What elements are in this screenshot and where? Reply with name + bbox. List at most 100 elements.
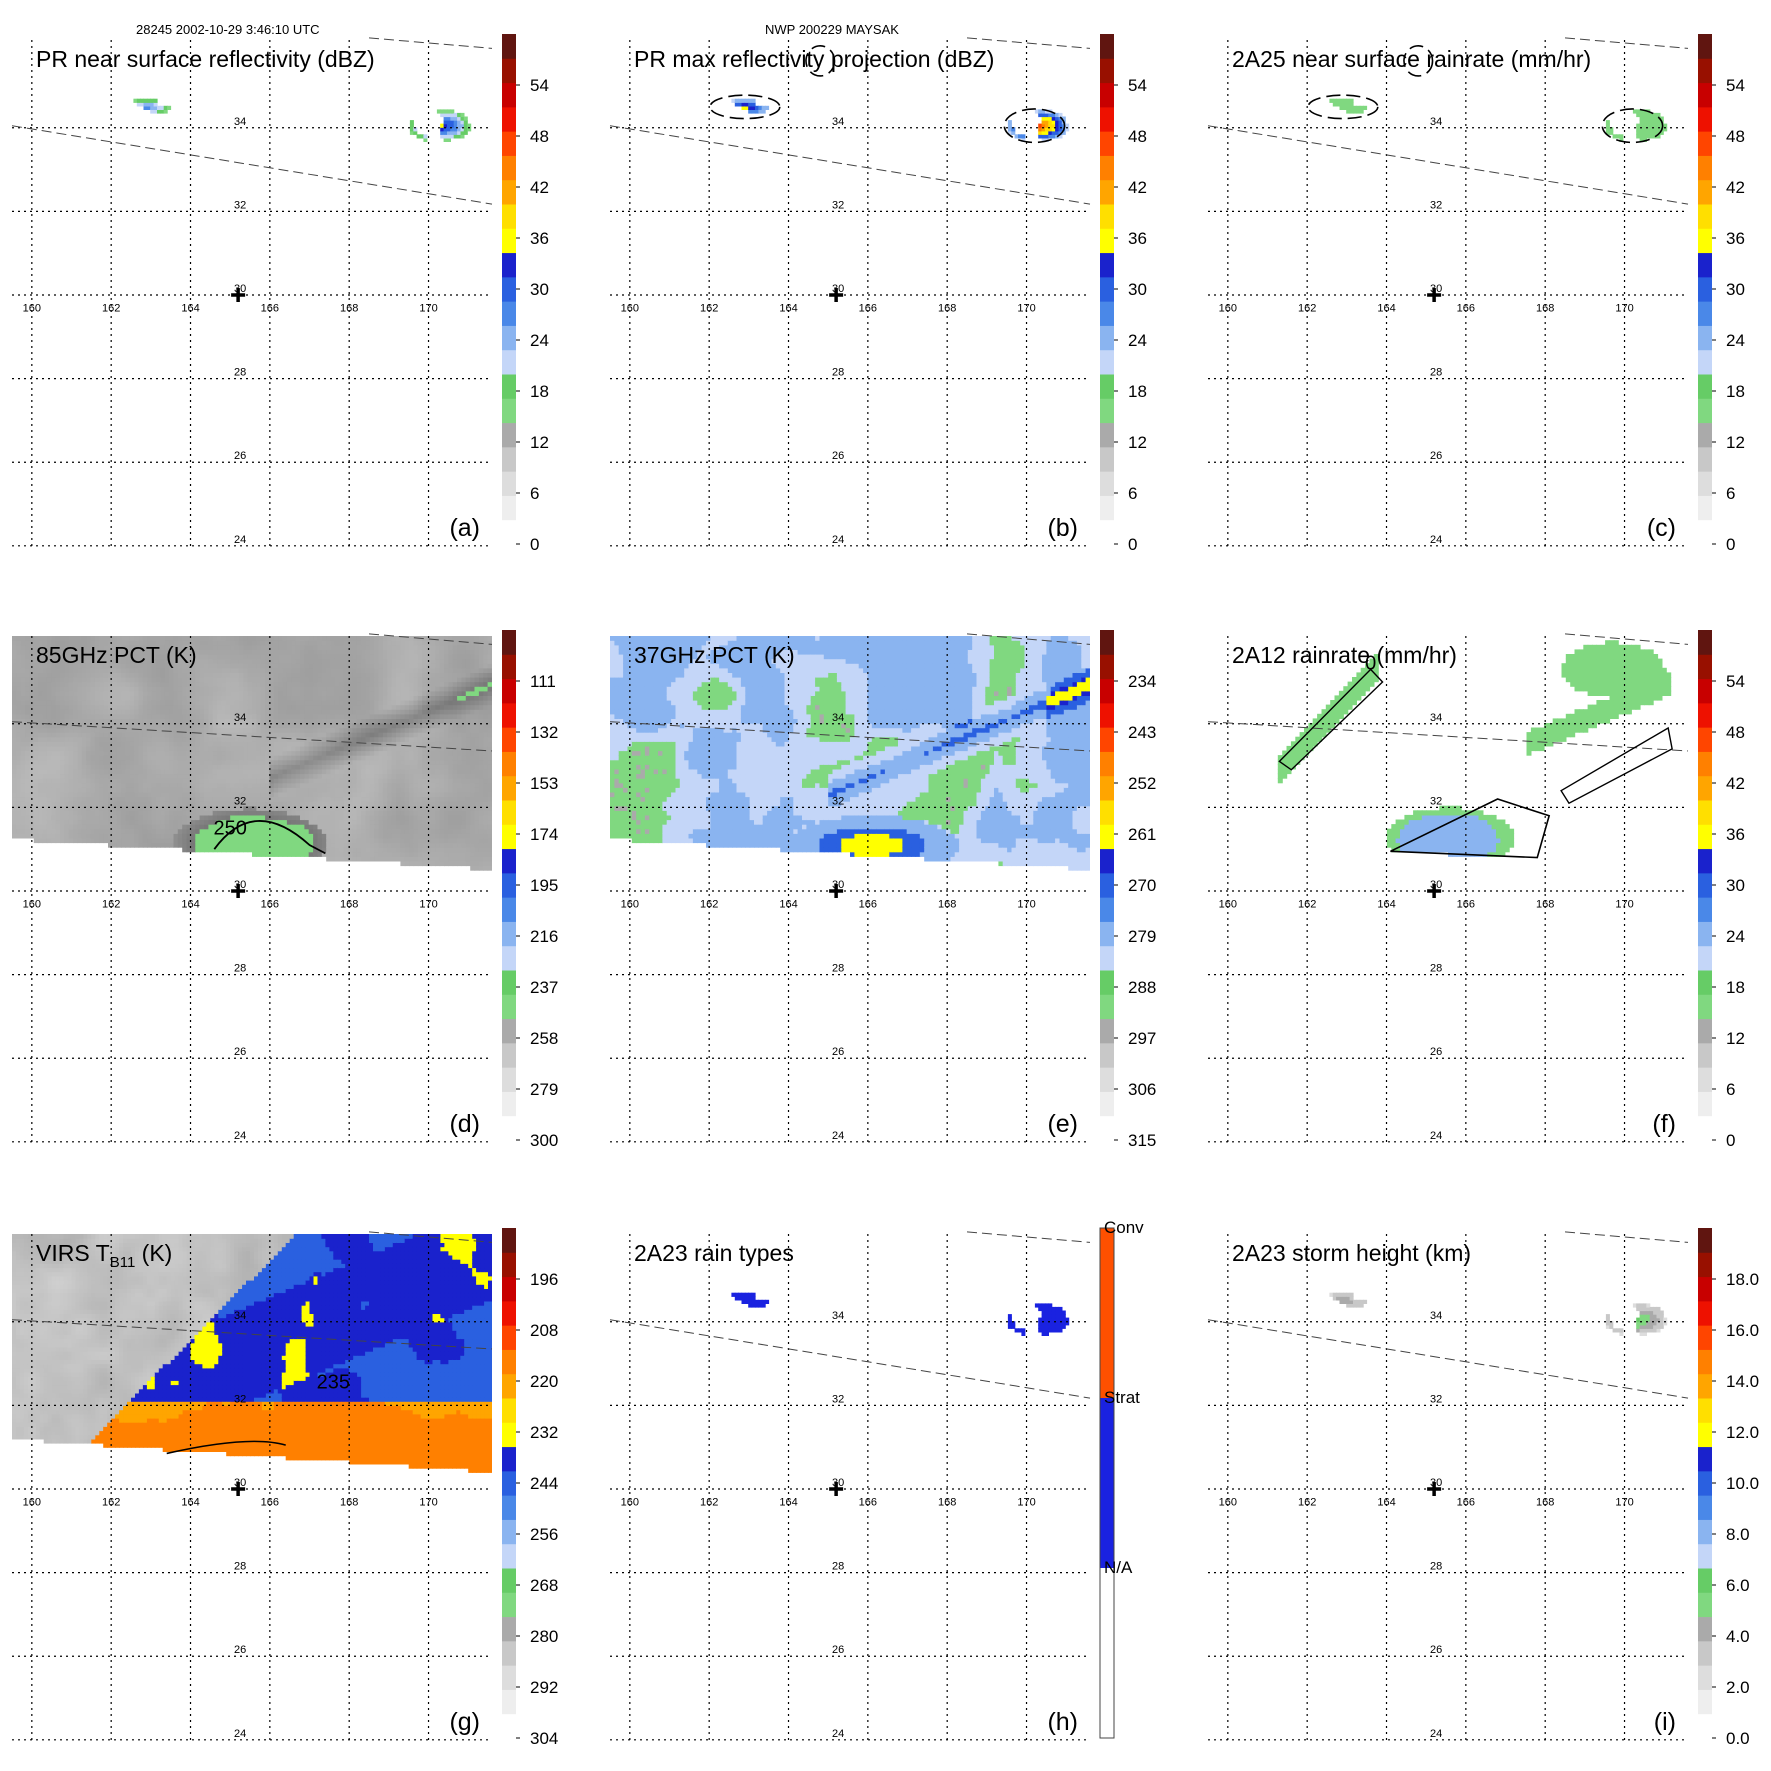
- pixel-d: [94, 723, 100, 729]
- pixel-c: [1339, 98, 1344, 103]
- pixel-d: [382, 704, 388, 710]
- pixel-d: [212, 828, 218, 834]
- pixel-d: [199, 686, 205, 692]
- pixel-d: [29, 764, 35, 770]
- pixel-d: [365, 768, 371, 775]
- pixel-d: [291, 700, 297, 706]
- pixel-d: [396, 681, 401, 687]
- pixel-d: [55, 718, 61, 724]
- pixel-d: [147, 842, 153, 848]
- pixel-d: [208, 750, 214, 756]
- pixel-a: [450, 120, 455, 125]
- pixel-d: [426, 842, 432, 848]
- pixel-d: [186, 819, 192, 825]
- lat-tick-label: 24: [832, 534, 844, 546]
- pixel-c: [1653, 116, 1658, 121]
- pixel-d: [90, 718, 96, 724]
- colorbar-label: 6: [1128, 484, 1137, 503]
- pixel-d: [221, 810, 227, 816]
- pixel-d: [369, 732, 375, 738]
- pixel-d: [417, 704, 423, 710]
- pixel-d: [339, 667, 345, 673]
- pixel-d: [64, 700, 70, 706]
- pixel-d: [51, 741, 57, 747]
- pixel-c: [1639, 137, 1644, 142]
- colorbar-label: 42: [530, 178, 549, 197]
- pixel-d: [234, 677, 240, 683]
- pixel-d: [352, 842, 358, 848]
- pixel-d: [387, 828, 393, 834]
- pixel-d: [68, 636, 74, 641]
- pixel-d: [256, 681, 262, 687]
- pixel-d: [225, 704, 231, 710]
- pixel-d: [68, 787, 74, 793]
- pixel-d: [265, 824, 271, 830]
- pixel-d: [68, 667, 74, 673]
- pixel-d: [269, 824, 275, 830]
- pixel-d: [68, 814, 74, 821]
- pixel-d: [382, 636, 388, 641]
- lon-tick-label: 164: [779, 303, 797, 315]
- pixel-d: [125, 796, 131, 802]
- pixel-d: [413, 704, 419, 710]
- pixel-d: [313, 640, 319, 646]
- pixel-d: [369, 828, 375, 834]
- pixel-d: [195, 713, 201, 719]
- lon-tick-label: 160: [23, 303, 41, 315]
- pixel-d: [33, 723, 39, 729]
- pixel-d: [291, 842, 297, 848]
- pixel-d: [286, 640, 292, 646]
- pixel-d: [68, 686, 74, 692]
- pixel-d: [147, 805, 153, 811]
- pixel-d: [295, 723, 301, 729]
- pixel-b: [1045, 130, 1049, 135]
- pixel-d: [326, 658, 332, 664]
- pixel-d: [339, 856, 345, 862]
- pixel-d: [308, 686, 314, 692]
- pixel-d: [55, 736, 61, 742]
- pixel-d: [90, 695, 96, 701]
- pixel-d: [356, 713, 362, 719]
- pixel-b: [1045, 109, 1049, 114]
- pixel-d: [391, 805, 397, 811]
- pixel-d: [12, 750, 17, 756]
- pixel-d: [417, 851, 423, 857]
- pixel-a: [443, 137, 448, 142]
- colorbar-swatch: [1100, 228, 1114, 254]
- pixel-d: [173, 824, 179, 830]
- pixel-d: [112, 837, 118, 844]
- pixel-d: [156, 686, 161, 692]
- pixel-d: [330, 764, 336, 770]
- pixel-d: [313, 677, 319, 683]
- pixel-d: [361, 690, 367, 696]
- pixel-d: [326, 677, 332, 683]
- pixel-d: [295, 801, 301, 807]
- pixel-d: [247, 741, 253, 747]
- pixel-d: [99, 796, 105, 802]
- lat-tick-label: 28: [1430, 367, 1442, 379]
- pixel-b: [1034, 109, 1039, 114]
- pixel-d: [352, 736, 358, 742]
- pixel-d: [278, 824, 284, 830]
- pixel-d: [234, 654, 240, 660]
- pixel-d: [269, 759, 275, 765]
- pixel-d: [138, 773, 144, 779]
- pixel-d: [273, 824, 279, 830]
- pixel-d: [46, 837, 52, 844]
- pixel-d: [68, 805, 74, 811]
- pixel-d: [134, 828, 140, 834]
- pixel-d: [33, 741, 39, 747]
- pixel-d: [12, 782, 17, 788]
- pixel-d: [86, 640, 92, 646]
- pixel-d: [16, 727, 22, 733]
- pixel-d: [256, 847, 262, 853]
- pixel-d: [73, 824, 79, 830]
- pixel-d: [304, 851, 310, 857]
- pixel-d: [273, 745, 279, 752]
- pixel-d: [273, 814, 279, 821]
- pixel-d: [352, 759, 358, 765]
- pixel-d: [243, 805, 249, 811]
- pixel-d: [68, 644, 74, 650]
- pixel-d: [352, 796, 358, 802]
